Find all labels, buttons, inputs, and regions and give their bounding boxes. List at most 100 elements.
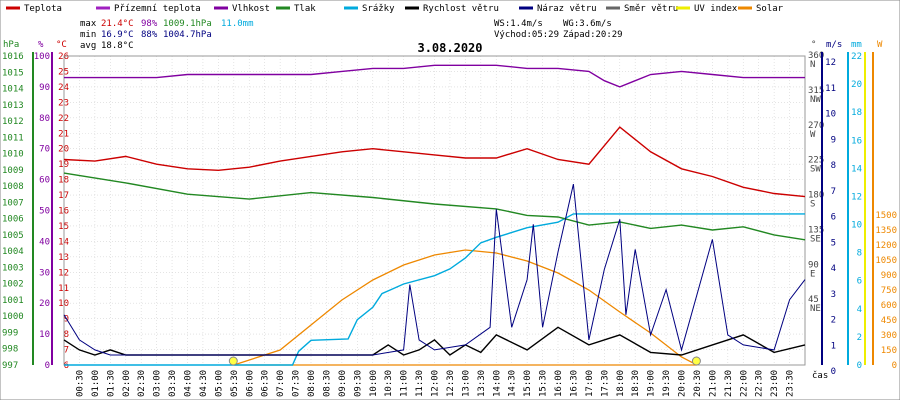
tick-time: 01:00 xyxy=(91,370,101,397)
tick-w: 750 xyxy=(881,286,897,296)
tick-time: 16:00 xyxy=(554,370,564,397)
tick-hpa: 1001 xyxy=(2,296,24,306)
tick-time: 21:00 xyxy=(708,370,718,397)
stat-sunset: Západ:20:29 xyxy=(563,30,623,40)
tick-pct: 20 xyxy=(39,299,50,309)
tick-pct: 10 xyxy=(39,330,50,340)
tick-mm: 20 xyxy=(851,80,862,90)
tick-dir-deg: 45 xyxy=(808,295,819,305)
tick-time: 22:00 xyxy=(739,370,749,397)
tick-hpa: 1013 xyxy=(2,101,24,111)
tick-mm: 14 xyxy=(851,164,862,174)
legend-label: Tlak xyxy=(294,4,316,14)
series-solar xyxy=(233,249,698,366)
tick-pct: 90 xyxy=(39,83,50,93)
tick-w: 0 xyxy=(892,361,897,371)
tick-dir-deg: 135 xyxy=(808,225,824,235)
tick-time: 02:30 xyxy=(137,370,147,397)
tick-w: 1350 xyxy=(875,226,897,236)
tick-ms: 3 xyxy=(831,290,836,300)
tick-hpa: 1011 xyxy=(2,133,24,143)
tick-time: 05:00 xyxy=(214,370,224,397)
stat-min-label: min xyxy=(80,30,96,40)
series-naraz-vetru xyxy=(63,183,806,356)
tick-dir-abbr: SW xyxy=(810,165,821,175)
stats-panel: max 21.4°C 98% 1009.1hPa 11.0mm min 16.9°C 88% 1… xyxy=(80,19,623,51)
tick-ms: 9 xyxy=(831,135,836,145)
tick-mm: 0 xyxy=(857,361,862,371)
stat-min-hum: 88% xyxy=(141,30,158,40)
legend-label: Směr větru xyxy=(624,4,678,14)
axis-unit-w: W xyxy=(877,40,883,50)
tick-hpa: 1008 xyxy=(2,182,24,192)
tick-time: 09:30 xyxy=(353,370,363,397)
legend-label: Teplota xyxy=(24,4,62,14)
tick-hpa: 1009 xyxy=(2,166,24,176)
tick-dir-deg: 270 xyxy=(808,121,824,131)
grid xyxy=(63,55,806,366)
axis-unit-mm: mm xyxy=(851,40,862,50)
tick-time: 10:30 xyxy=(384,370,394,397)
stat-max-press: 1009.1hPa xyxy=(163,19,212,29)
sun-markers xyxy=(228,356,701,366)
tick-pct: 0 xyxy=(45,361,50,371)
tick-time: 17:00 xyxy=(585,370,595,397)
axis-unit-c: °C xyxy=(56,40,67,50)
legend-label: Přízemní teplota xyxy=(114,4,201,14)
tick-time: 06:00 xyxy=(245,370,255,397)
chart-title: 3.08.2020 xyxy=(417,41,482,55)
tick-time: 23:00 xyxy=(770,370,780,397)
tick-time: 18:30 xyxy=(631,370,641,397)
stat-ws: WS:1.4m/s xyxy=(494,19,543,29)
tick-dir-deg: 225 xyxy=(808,156,824,166)
tick-mm: 18 xyxy=(851,108,862,118)
tick-w: 1200 xyxy=(875,241,897,251)
tick-dir-abbr: W xyxy=(810,130,816,140)
tick-mm: 4 xyxy=(857,305,862,315)
tick-hpa: 1004 xyxy=(2,247,24,257)
tick-ms: 6 xyxy=(831,213,836,223)
axis-unit-ms: m/s xyxy=(826,40,842,50)
sunrise-marker xyxy=(228,356,238,366)
series-teplota xyxy=(63,126,806,198)
stat-max-label: max xyxy=(80,19,97,29)
tick-dir-deg: 90 xyxy=(808,260,819,270)
legend: Teplota Přízemní teplota Vlhkost Tlak Srážky… xyxy=(6,4,784,14)
legend-label: Vlhkost xyxy=(232,4,270,14)
tick-pct: 70 xyxy=(39,145,50,155)
tick-mm: 22 xyxy=(851,52,862,62)
series-layer xyxy=(63,64,806,366)
tick-time: 08:00 xyxy=(307,370,317,397)
tick-time: 13:30 xyxy=(477,370,487,397)
legend-label: Rychlost větru xyxy=(423,4,499,14)
legend-label: Náraz větru xyxy=(537,4,597,14)
tick-dir-deg: 315 xyxy=(808,86,824,96)
stat-sunrise: Východ:05:29 xyxy=(494,30,559,40)
tick-hpa: 1002 xyxy=(2,280,24,290)
stat-avg-label: avg xyxy=(80,41,96,51)
tick-w: 1500 xyxy=(875,211,897,221)
tick-time: 13:00 xyxy=(461,370,471,397)
tick-time: 20:30 xyxy=(693,370,703,397)
tick-time: 10:00 xyxy=(369,370,379,397)
tick-pct: 50 xyxy=(39,207,50,217)
tick-time: 04:00 xyxy=(184,370,194,397)
tick-hpa: 1006 xyxy=(2,215,24,225)
tick-pct: 100 xyxy=(34,52,50,62)
tick-c: 6 xyxy=(64,361,69,371)
tick-time: 02:00 xyxy=(122,370,132,397)
tick-c: 9 xyxy=(64,315,69,325)
tick-time: 20:00 xyxy=(678,370,688,397)
tick-pct: 30 xyxy=(39,268,50,278)
series-tlak xyxy=(63,172,806,241)
tick-dir-abbr: E xyxy=(810,269,815,279)
tick-time: 16:30 xyxy=(569,370,579,397)
tick-time: 11:00 xyxy=(400,370,410,397)
tick-hpa: 1005 xyxy=(2,231,24,241)
tick-hpa: 999 xyxy=(2,328,18,338)
tick-ms: 12 xyxy=(825,58,836,68)
tick-time: 23:30 xyxy=(786,370,796,397)
axis-unit-hpa: hPa xyxy=(3,40,19,50)
tick-time: 18:00 xyxy=(616,370,626,397)
tick-time: 03:00 xyxy=(153,370,163,397)
